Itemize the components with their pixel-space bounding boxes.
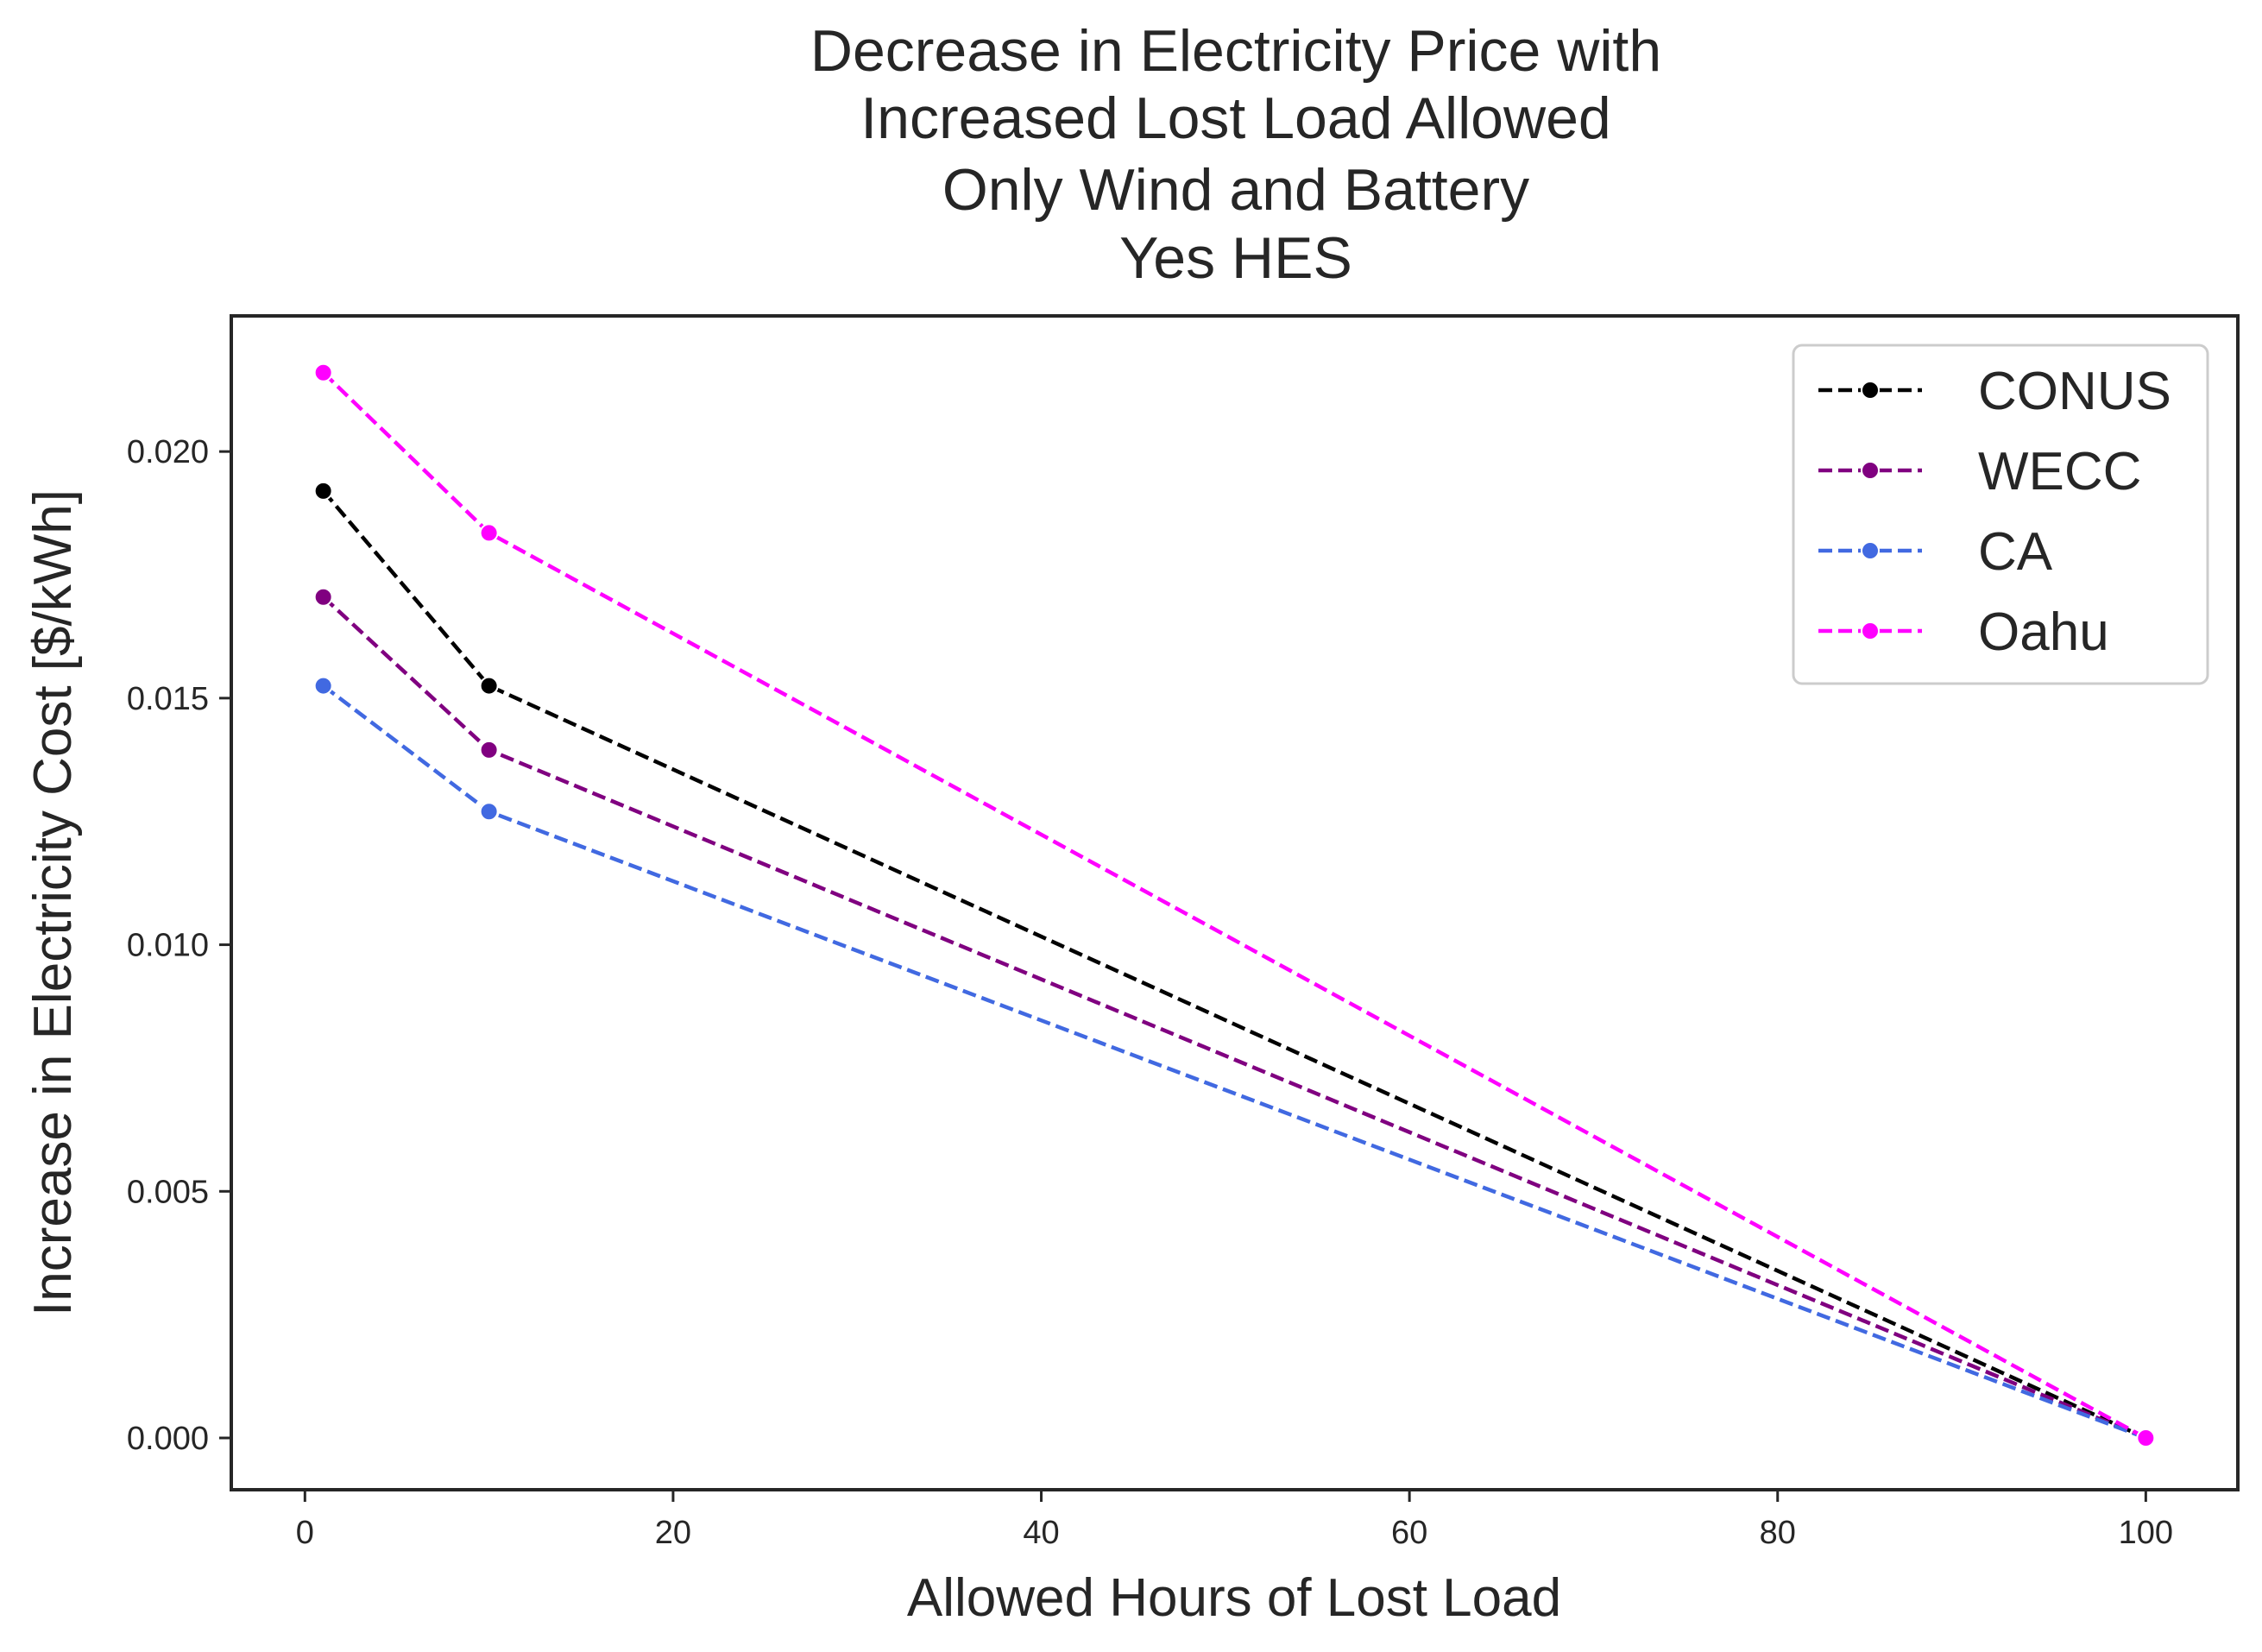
data-point (479, 802, 499, 822)
series-wecc (313, 587, 2156, 1447)
data-point (2136, 1428, 2156, 1447)
legend-label: WECC (1978, 442, 2141, 501)
y-tick-label: 0.010 (127, 928, 209, 964)
legend-item-conus: CONUS (1818, 362, 2171, 421)
data-point (479, 523, 499, 543)
data-point (313, 481, 333, 501)
data-point (313, 363, 333, 382)
y-axis-ticks: 0.000 0.005 0.010 0.015 0.020 (127, 434, 231, 1457)
data-point (313, 587, 333, 607)
data-point (313, 676, 333, 696)
legend-label: CA (1978, 522, 2053, 582)
legend-item-oahu: Oahu (1818, 602, 2109, 662)
chart-title: Decrease in Electricity Price with Incre… (810, 18, 1661, 291)
x-tick-label: 0 (296, 1515, 314, 1551)
legend-frame (1792, 344, 2209, 685)
x-axis-label: Allowed Hours of Lost Load (907, 1568, 1561, 1628)
x-tick-label: 100 (2119, 1515, 2173, 1551)
chart-title-line-4: Yes HES (1119, 225, 1352, 291)
y-axis-label: Increase in Electricity Cost [$/kWh] (23, 489, 83, 1316)
legend-swatch-marker (1861, 621, 1880, 640)
series-ca (313, 676, 2156, 1447)
y-tick-label: 0.000 (127, 1421, 209, 1457)
legend-swatch-marker (1861, 381, 1880, 400)
legend-swatch-marker (1861, 541, 1880, 560)
y-tick-label: 0.020 (127, 434, 209, 470)
y-tick-label: 0.015 (127, 681, 209, 717)
y-tick-label: 0.005 (127, 1174, 209, 1210)
plot-area-frame (230, 314, 2240, 1491)
x-axis-ticks: 0 20 40 60 80 100 (296, 1490, 2173, 1551)
chart-title-line-2: Increased Lost Load Allowed (860, 85, 1611, 151)
legend-label: Oahu (1978, 602, 2109, 662)
data-point (479, 676, 499, 696)
series-line-ca (322, 684, 2147, 1441)
chart-title-line-3: Only Wind and Battery (942, 157, 1529, 223)
chart-title-line-1: Decrease in Electricity Price with (810, 18, 1661, 84)
legend-item-ca: CA (1818, 522, 2053, 582)
legend: CONUS WECC CA Oahu (1792, 344, 2209, 685)
x-tick-label: 40 (1023, 1515, 1059, 1551)
legend-swatch-marker (1861, 461, 1880, 480)
data-point (479, 740, 499, 760)
series-layer (313, 363, 2156, 1447)
legend-label: CONUS (1978, 362, 2171, 421)
legend-item-wecc: WECC (1818, 442, 2141, 501)
x-tick-label: 20 (655, 1515, 691, 1551)
series-line-conus (321, 489, 2147, 1441)
series-oahu (313, 363, 2156, 1447)
x-tick-label: 60 (1391, 1515, 1427, 1551)
x-tick-label: 80 (1760, 1515, 1796, 1551)
